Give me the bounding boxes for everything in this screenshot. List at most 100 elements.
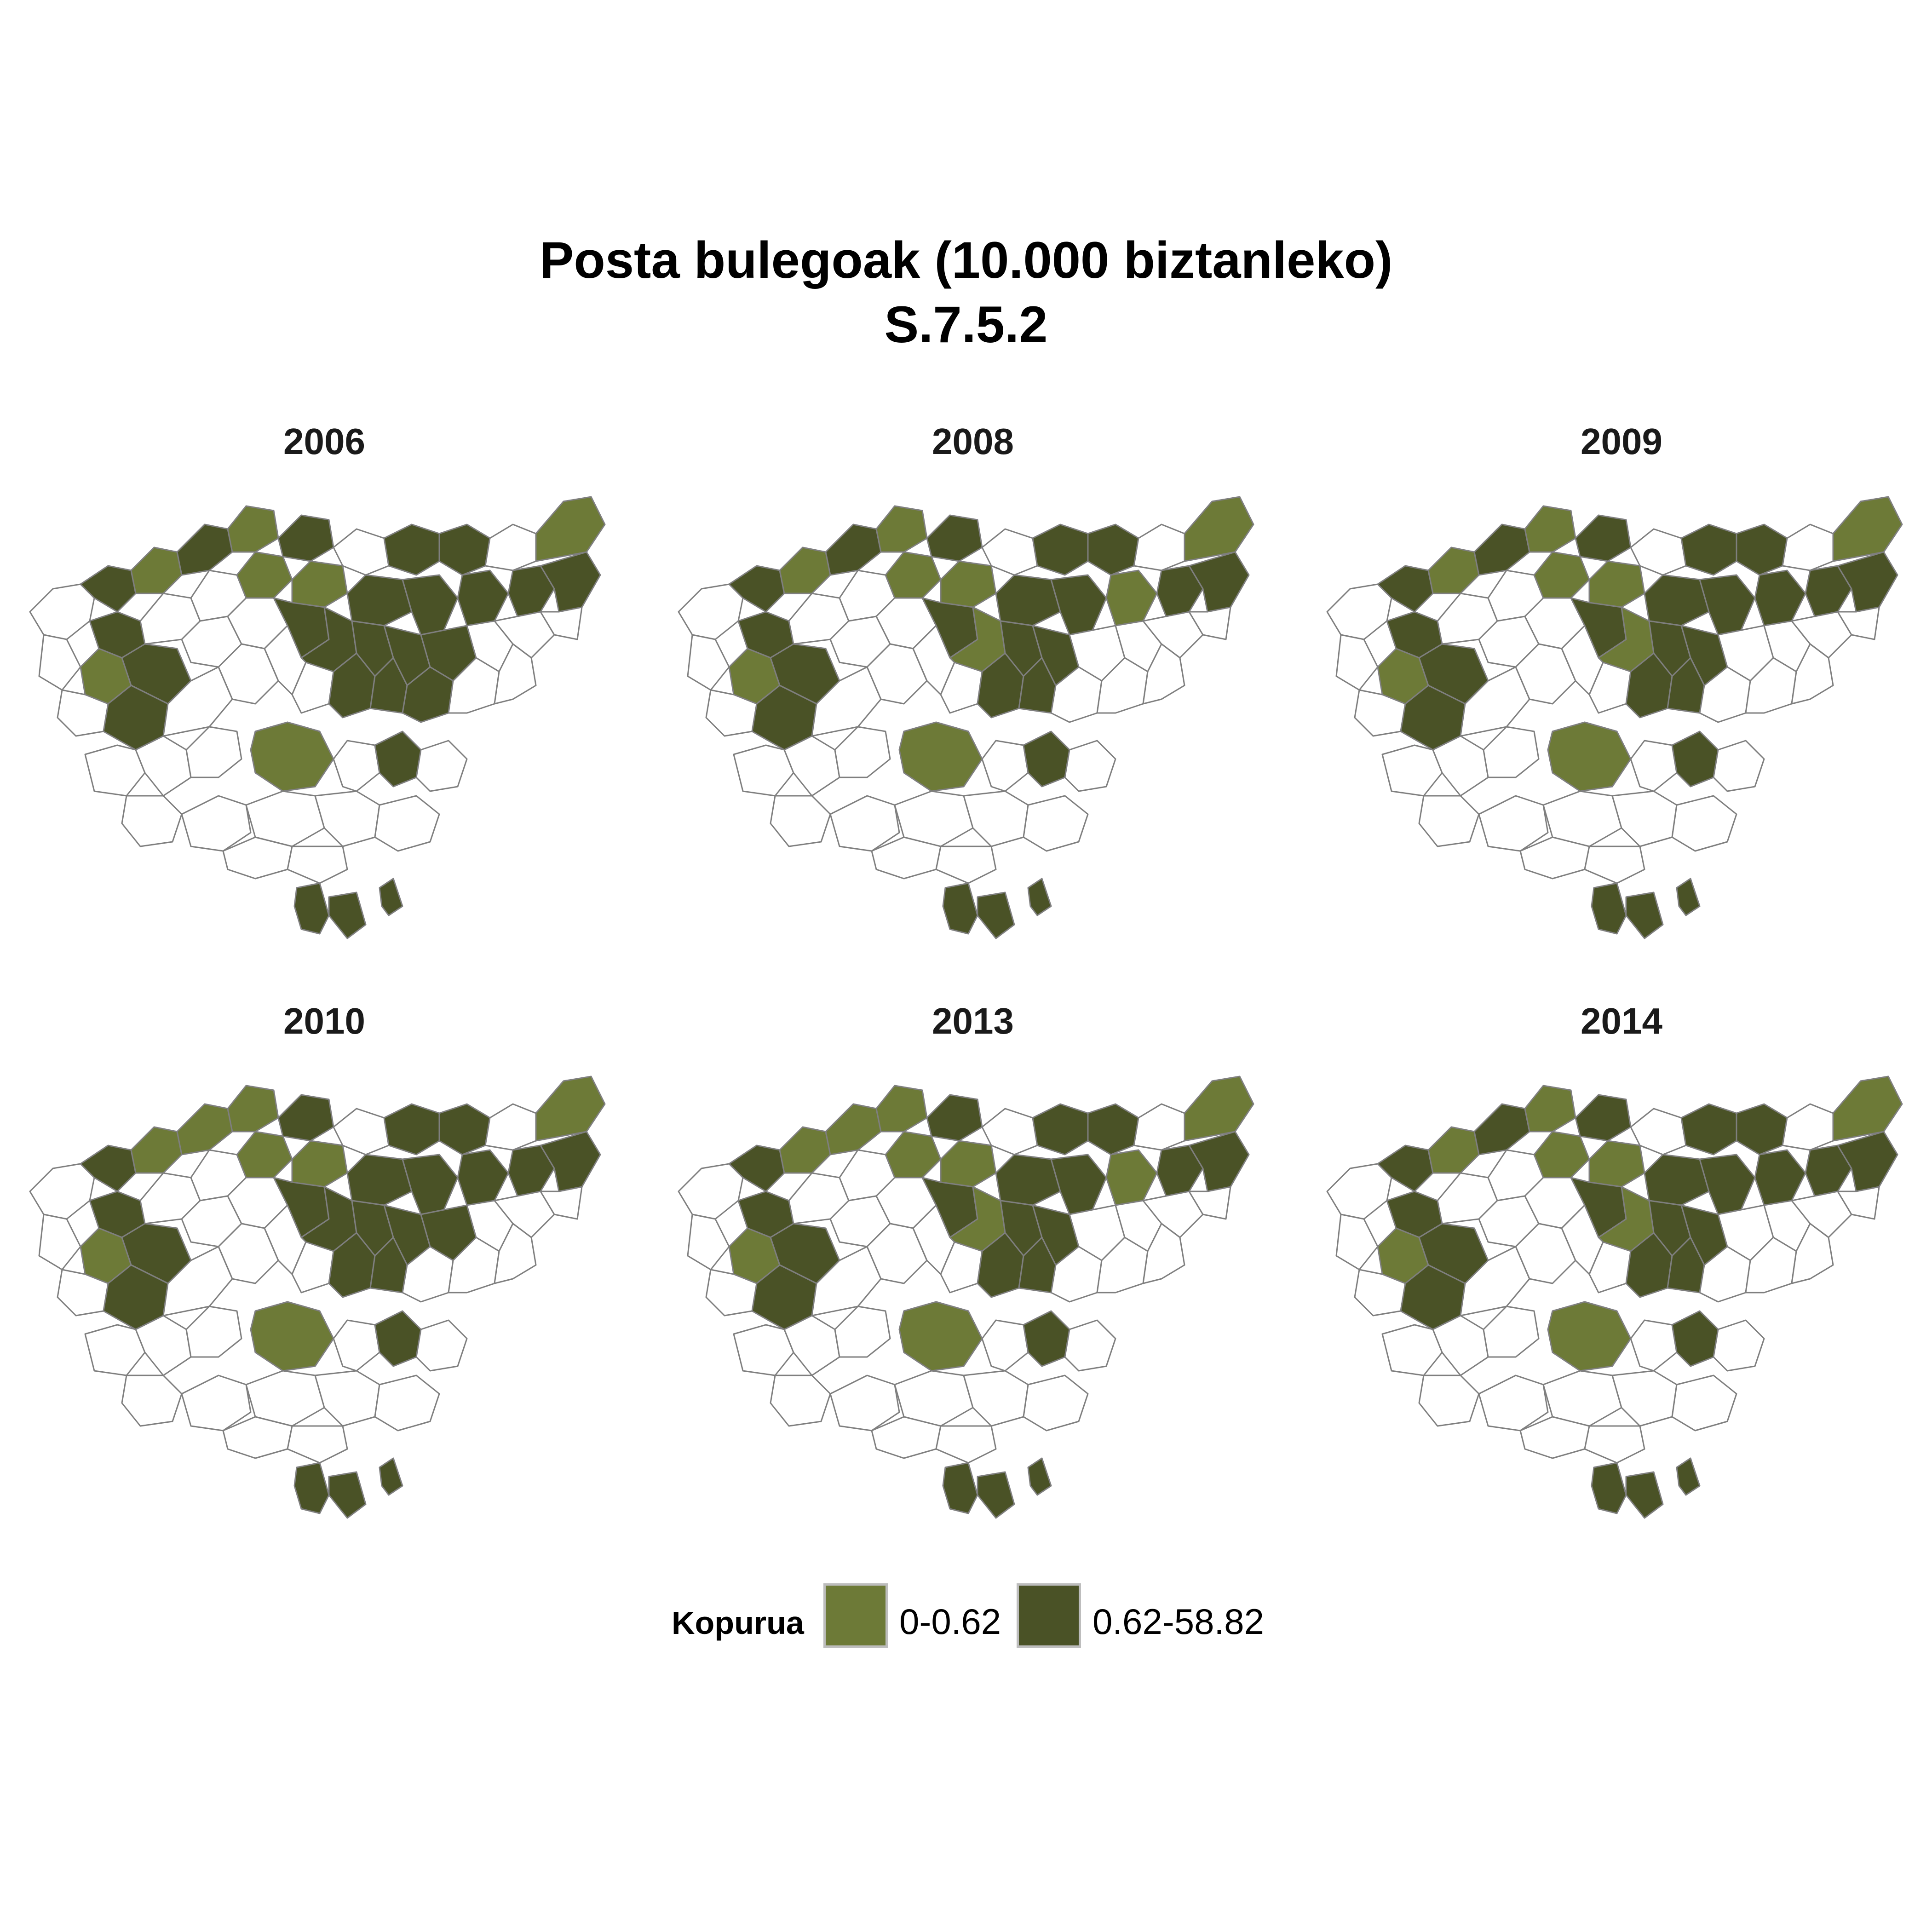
municipality-region xyxy=(885,1131,942,1179)
municipality-region xyxy=(1832,1075,1903,1142)
municipality-region xyxy=(1335,1213,1379,1271)
municipality-region xyxy=(898,1301,983,1372)
municipality-region xyxy=(29,1163,95,1220)
municipality-region xyxy=(1782,523,1834,571)
municipality-region xyxy=(1184,1075,1254,1142)
panel-year-label: 2008 xyxy=(932,421,1014,462)
municipality-region xyxy=(1676,878,1701,916)
municipality-region xyxy=(402,574,459,636)
municipality-region xyxy=(374,1310,422,1367)
municipality-region xyxy=(942,882,978,935)
municipality-region xyxy=(1381,1324,1443,1376)
municipality-region xyxy=(1533,551,1590,599)
map-panel-2006: 2006 xyxy=(25,423,623,948)
municipality-region xyxy=(1105,1149,1158,1206)
municipality-region xyxy=(1023,1374,1089,1432)
municipality-region xyxy=(1427,546,1480,594)
municipality-region xyxy=(328,1471,367,1519)
municipality-region xyxy=(687,634,730,691)
legend: Kopurua 0-0.62 0.62-58.82 xyxy=(662,1582,1306,1656)
choropleth-map xyxy=(1326,1075,1903,1519)
municipality-region xyxy=(1335,634,1379,691)
municipality-region xyxy=(402,1154,459,1215)
municipality-region xyxy=(379,878,403,916)
municipality-region xyxy=(935,1425,997,1464)
municipality-region xyxy=(438,523,491,576)
choropleth-map xyxy=(678,1075,1254,1519)
municipality-region xyxy=(1625,1471,1664,1519)
municipality-region xyxy=(291,661,334,714)
municipality-region xyxy=(875,1085,928,1133)
municipality-region xyxy=(121,1374,183,1427)
municipality-region xyxy=(981,740,1029,792)
municipality-region xyxy=(1713,740,1765,792)
municipality-region xyxy=(176,523,233,576)
municipality-region xyxy=(1736,1103,1788,1156)
municipality-region xyxy=(540,1186,583,1220)
municipality-region xyxy=(1418,795,1480,847)
municipality-region xyxy=(825,1103,882,1156)
municipality-region xyxy=(1832,496,1903,562)
municipality-region xyxy=(333,740,380,792)
municipality-region xyxy=(1611,790,1678,847)
municipality-region xyxy=(484,523,537,571)
municipality-region xyxy=(291,560,348,608)
municipality-region xyxy=(1754,569,1806,627)
municipality-region xyxy=(29,583,95,640)
municipality-region xyxy=(494,643,537,705)
municipality-region xyxy=(829,1374,900,1432)
municipality-region xyxy=(1032,523,1089,576)
municipality-region xyxy=(1326,583,1392,640)
municipality-region xyxy=(438,1103,491,1156)
municipality-region xyxy=(333,1319,380,1372)
municipality-region xyxy=(1142,643,1185,705)
municipality-region xyxy=(38,1213,81,1271)
panel-year-label: 2009 xyxy=(1581,421,1662,462)
municipality-region xyxy=(1533,1131,1590,1179)
municipality-region xyxy=(494,1223,537,1284)
municipality-region xyxy=(678,1163,744,1220)
municipality-region xyxy=(84,744,146,797)
municipality-region xyxy=(1588,661,1632,714)
choropleth-map xyxy=(1326,496,1903,939)
chart-subtitle: S.7.5.2 xyxy=(884,296,1048,353)
municipality-region xyxy=(185,1305,242,1358)
municipality-region xyxy=(779,1126,831,1174)
municipality-region xyxy=(328,891,367,939)
municipality-region xyxy=(1478,795,1549,852)
choropleth-map xyxy=(29,1075,606,1519)
municipality-region xyxy=(38,634,81,691)
map-panel-2009: 2009 xyxy=(1322,423,1920,948)
municipality-region xyxy=(995,1154,1061,1206)
municipality-region xyxy=(940,1140,997,1188)
municipality-region xyxy=(926,1094,983,1142)
municipality-region xyxy=(1611,1370,1678,1427)
municipality-region xyxy=(1427,1126,1480,1174)
municipality-region xyxy=(383,523,440,576)
municipality-region xyxy=(1023,1310,1070,1367)
municipality-region xyxy=(733,1324,794,1376)
municipality-region xyxy=(977,891,1015,939)
municipality-region xyxy=(181,795,252,852)
municipality-region xyxy=(1547,1301,1632,1372)
legend-title: Kopurua xyxy=(672,1605,804,1641)
municipality-region xyxy=(1188,1186,1231,1220)
municipality-region xyxy=(1584,1425,1645,1464)
municipality-region xyxy=(130,1126,183,1174)
municipality-region xyxy=(1680,523,1737,576)
municipality-region xyxy=(1524,505,1576,553)
municipality-region xyxy=(834,726,891,778)
municipality-region xyxy=(1591,882,1627,935)
municipality-region xyxy=(1432,735,1489,797)
municipality-region xyxy=(834,1305,891,1358)
municipality-region xyxy=(1791,643,1834,705)
municipality-region xyxy=(1644,574,1710,627)
municipality-region xyxy=(1326,1163,1392,1220)
municipality-region xyxy=(1483,1305,1540,1358)
municipality-region xyxy=(484,1103,537,1151)
municipality-region xyxy=(1625,891,1664,939)
municipality-region xyxy=(942,1462,978,1514)
panel-year-label: 2014 xyxy=(1581,1000,1662,1041)
map-panel-2008: 2008 xyxy=(674,423,1272,948)
municipality-region xyxy=(1478,1374,1549,1432)
